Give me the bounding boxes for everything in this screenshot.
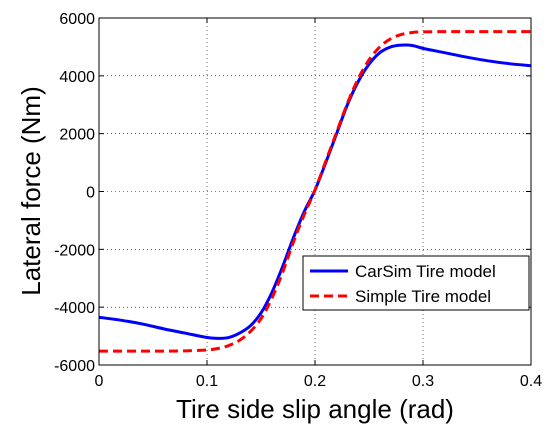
x-tick-label: 0.4 — [520, 373, 542, 390]
x-tick-label: 0 — [95, 373, 104, 390]
legend-label-simple: Simple Tire model — [355, 287, 491, 306]
x-tick-label: 0.2 — [304, 373, 326, 390]
y-tick-label: 6000 — [59, 11, 95, 28]
x-axis-label: Tire side slip angle (rad) — [176, 394, 454, 424]
y-tick-label: 2000 — [59, 127, 95, 144]
y-axis-label: Lateral force (Nm) — [16, 86, 46, 296]
legend-label-carsim: CarSim Tire model — [355, 262, 496, 281]
x-tick-label: 0.1 — [196, 373, 218, 390]
y-tick-labels: -6000 -4000 -2000 0 2000 4000 6000 — [54, 11, 95, 375]
y-tick-label: 4000 — [59, 69, 95, 86]
series-line-simple — [99, 30, 531, 353]
x-tick-label: 0.3 — [412, 373, 434, 390]
y-tick-label: -2000 — [54, 242, 95, 259]
y-tick-label: -4000 — [54, 300, 95, 317]
x-tick-labels: 0 0.1 0.2 0.3 0.4 — [95, 373, 543, 390]
legend-box — [302, 255, 530, 311]
series-layer — [98, 30, 532, 353]
y-tick-label: -6000 — [54, 358, 95, 375]
y-tick-label: 0 — [86, 185, 95, 202]
legend: CarSim Tire model Simple Tire model — [302, 255, 530, 311]
